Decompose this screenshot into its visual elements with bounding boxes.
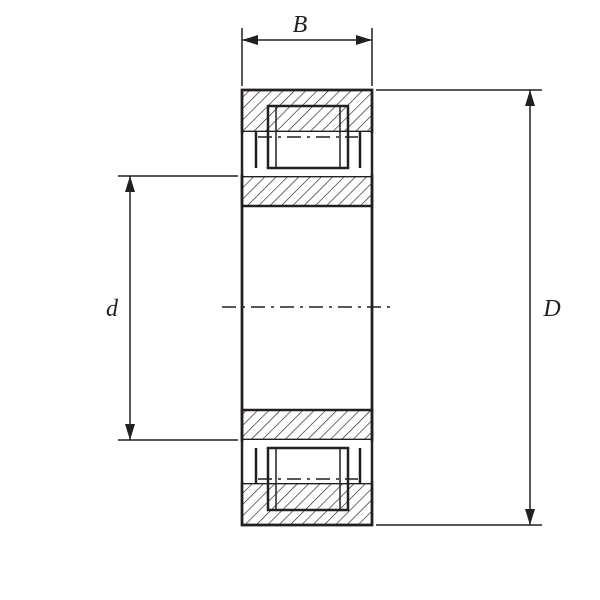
- label-D: D: [542, 296, 560, 322]
- dimension-B: B: [242, 12, 372, 86]
- dimension-d: d: [106, 176, 238, 440]
- dimension-D: D: [376, 90, 561, 525]
- label-B: B: [293, 12, 308, 38]
- bearing-diagram: B d D: [0, 0, 600, 600]
- label-d: d: [106, 296, 119, 322]
- inner-ring: [242, 176, 372, 440]
